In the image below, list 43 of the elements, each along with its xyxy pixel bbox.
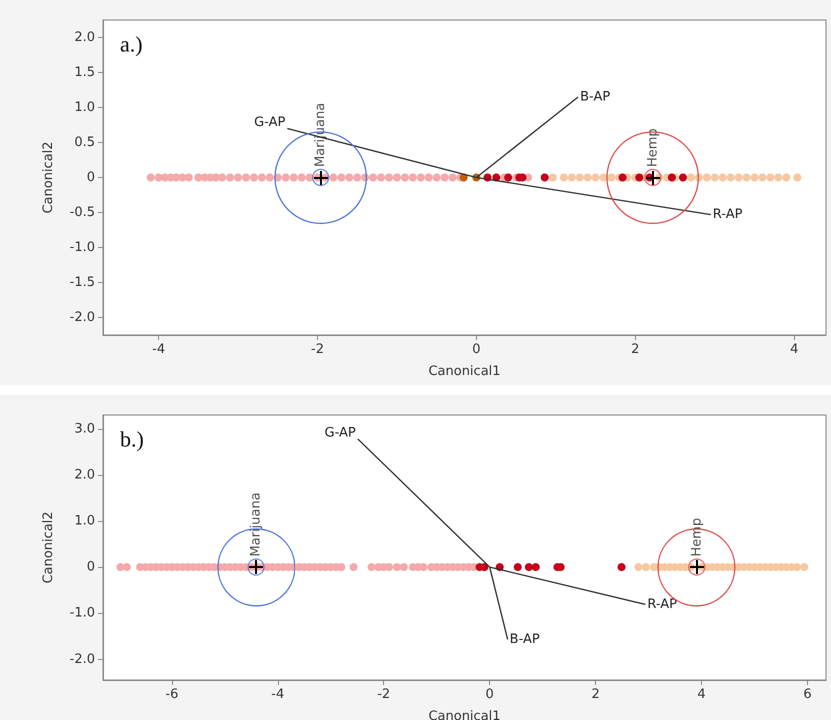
y-tick-label: 1.0 bbox=[74, 100, 95, 115]
y-tick-label: 0.5 bbox=[74, 135, 95, 150]
text: a.) bbox=[120, 32, 143, 56]
x-tick-label: 2 bbox=[591, 687, 600, 702]
y-tick-label: -1.5 bbox=[70, 275, 95, 290]
series-label: G-AP bbox=[324, 425, 356, 440]
x-tick-label: -4 bbox=[152, 342, 166, 357]
y-tick-label: 0 bbox=[86, 560, 95, 575]
x-axis-title: Canonical1 bbox=[428, 364, 501, 379]
series-label: R-AP bbox=[712, 207, 743, 222]
series-label: B-AP bbox=[580, 90, 610, 104]
x-axis-title: Canonical1 bbox=[428, 709, 501, 720]
x-tick-label: 6 bbox=[803, 687, 812, 702]
x-tick-label: 4 bbox=[697, 687, 706, 702]
x-tick-label: 0 bbox=[486, 687, 494, 702]
y-tick-label: 2.0 bbox=[74, 30, 95, 45]
y-tick-label: -0.5 bbox=[70, 205, 95, 220]
series-label: R-AP bbox=[647, 596, 678, 612]
x-tick-label: -2 bbox=[377, 687, 390, 702]
y-axis-title: Canonical2 bbox=[41, 511, 56, 584]
x-tick-label: -4 bbox=[271, 687, 284, 702]
y-tick-label: 1.0 bbox=[74, 514, 95, 528]
y-tick-label: -1.0 bbox=[70, 606, 95, 621]
y-tick-label: 1.5 bbox=[74, 65, 95, 80]
y-tick-label: -2.0 bbox=[70, 652, 95, 667]
y-tick-label: 2.0 bbox=[74, 467, 95, 482]
x-tick-label: 0 bbox=[472, 342, 481, 357]
y-tick-label: 3.0 bbox=[74, 421, 95, 436]
x-tick-label: -2 bbox=[311, 342, 324, 357]
text: Hemp bbox=[689, 518, 704, 557]
y-tick-label: -2.0 bbox=[70, 310, 95, 325]
x-tick-label: -6 bbox=[165, 687, 178, 702]
y-tick-label: 0 bbox=[86, 170, 95, 185]
x-tick-label: 2 bbox=[631, 342, 640, 357]
series-label: B-AP bbox=[510, 632, 540, 647]
y-tick-label: -1.0 bbox=[70, 240, 95, 255]
text: b.) bbox=[120, 426, 144, 452]
text: Marijuana bbox=[248, 492, 264, 557]
x-tick-label: 4 bbox=[790, 342, 798, 357]
text: Hemp bbox=[645, 128, 660, 167]
text: Marijuana bbox=[313, 102, 328, 167]
series-label: G-AP bbox=[254, 115, 286, 130]
y-axis-title: Canonical2 bbox=[41, 141, 56, 214]
